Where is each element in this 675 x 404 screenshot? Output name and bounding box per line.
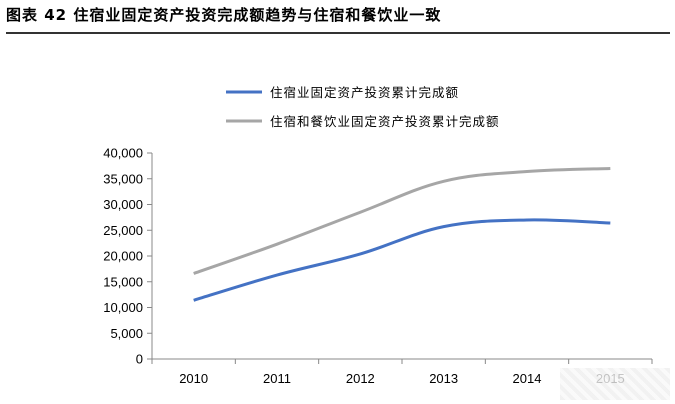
series-lines	[193, 166, 611, 302]
legend-label-series-1: 住宿业固定资产投资累计完成额	[270, 85, 459, 100]
y-tick-label: 10,000	[103, 300, 143, 315]
figure-title: 图表 42 住宿业固定资产投资完成额趋势与住宿和餐饮业一致	[6, 6, 442, 24]
watermark	[560, 368, 670, 400]
x-tick-label: 2012	[346, 371, 375, 386]
y-axis-ticks: 0 5,000 10,000 15,000 20,000 25,000 30,000 35,0…	[103, 146, 152, 367]
y-tick-label: 15,000	[103, 274, 143, 289]
legend: 住宿业固定资产投资累计完成额 住宿和餐饮业固定资产投资累计完成额	[226, 85, 500, 129]
x-tick-label: 2010	[179, 371, 208, 386]
series-line-2	[193, 166, 611, 275]
legend-label-series-2: 住宿和餐饮业固定资产投资累计完成额	[270, 114, 500, 129]
y-tick-label: 5,000	[110, 326, 143, 341]
y-tick-label: 40,000	[103, 146, 143, 161]
series-line-1	[193, 218, 611, 302]
x-tick-label: 2013	[429, 371, 458, 386]
x-tick-label: 2011	[263, 371, 291, 386]
y-tick-label: 20,000	[103, 249, 143, 264]
y-tick-label: 25,000	[103, 223, 143, 238]
y-tick-label: 35,000	[103, 171, 143, 186]
y-tick-label: 30,000	[103, 197, 143, 212]
y-tick-label: 0	[136, 352, 143, 367]
title-divider	[6, 32, 670, 34]
x-tick-label: 2014	[513, 371, 542, 386]
